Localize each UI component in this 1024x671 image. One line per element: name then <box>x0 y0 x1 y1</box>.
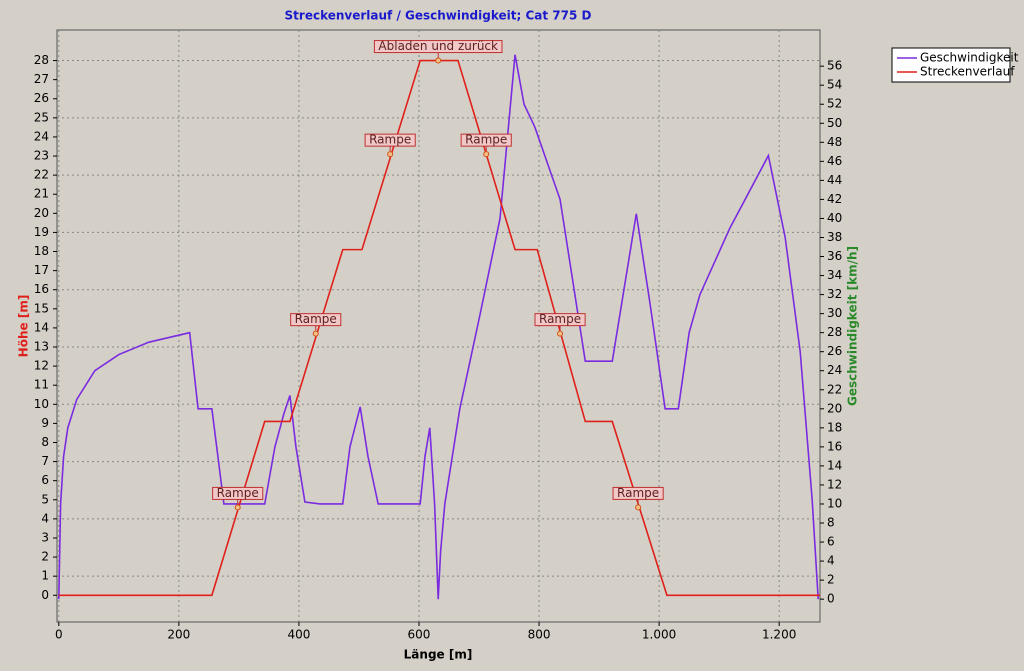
y2-tick-label: 32 <box>827 287 842 301</box>
legend <box>891 47 1011 83</box>
y2-tick-label: 18 <box>827 420 842 434</box>
y2-tick-label: 38 <box>827 230 842 244</box>
annotation-label: Rampe <box>369 133 411 147</box>
y-tick-label: 28 <box>34 53 49 67</box>
x-tick-label: 0 <box>55 628 63 642</box>
y2-tick-label: 22 <box>827 382 842 396</box>
y2-tick-label: 14 <box>827 458 842 472</box>
chart-title: Streckenverlauf / Geschwindigkeit; Cat 7… <box>285 9 592 23</box>
y2-tick-label: 24 <box>827 363 842 377</box>
annotation-marker <box>312 330 319 337</box>
annotation-box <box>364 133 416 147</box>
y-tick-label: 23 <box>34 149 49 163</box>
y2-tick-label: 30 <box>827 306 842 320</box>
y2-tick-label: 34 <box>827 268 842 282</box>
y-tick-label: 22 <box>34 168 49 182</box>
y-tick-label: 10 <box>34 397 49 411</box>
x-tick-label: 200 <box>167 628 190 642</box>
y2-tick-label: 2 <box>827 573 835 587</box>
y2-tick-label: 36 <box>827 249 842 263</box>
y2-tick-label: 20 <box>827 401 842 415</box>
annotation-box <box>212 486 264 500</box>
y-tick-label: 15 <box>34 301 49 315</box>
y2-tick-label: 50 <box>827 116 842 130</box>
annotation-box <box>534 313 586 327</box>
y-tick-label: 7 <box>41 454 49 468</box>
annotation-marker <box>483 151 490 158</box>
annotation-box <box>612 486 664 500</box>
y2-axis-label: Geschwindigkeit [km/h] <box>846 246 860 406</box>
y-tick-label: 9 <box>41 416 49 430</box>
y-tick-label: 24 <box>34 129 49 143</box>
annotation-marker <box>435 57 442 64</box>
legend-label: Streckenverlauf <box>920 65 1015 79</box>
plot-area <box>56 29 821 623</box>
y-tick-label: 8 <box>41 435 49 449</box>
y2-tick-label: 6 <box>827 535 835 549</box>
y2-tick-label: 44 <box>827 173 842 187</box>
y-tick-label: 0 <box>41 588 49 602</box>
y2-tick-label: 46 <box>827 154 842 168</box>
y2-tick-label: 56 <box>827 59 842 73</box>
y-tick-label: 13 <box>34 340 49 354</box>
x-tick-label: 800 <box>528 628 551 642</box>
annotation-box <box>290 313 342 327</box>
annotation-marker <box>635 504 642 511</box>
y-tick-label: 25 <box>34 110 49 124</box>
y2-tick-label: 48 <box>827 135 842 149</box>
y2-tick-label: 52 <box>827 97 842 111</box>
annotation-marker <box>387 151 394 158</box>
annotation-box <box>460 133 512 147</box>
y-tick-label: 14 <box>34 320 49 334</box>
x-tick-label: 400 <box>287 628 310 642</box>
y-tick-label: 12 <box>34 359 49 373</box>
y2-tick-label: 4 <box>827 554 835 568</box>
y-tick-label: 4 <box>41 511 49 525</box>
y2-tick-label: 16 <box>827 439 842 453</box>
annotation-marker <box>234 504 241 511</box>
annotation-label: Rampe <box>217 486 259 500</box>
y-tick-label: 16 <box>34 282 49 296</box>
annotation-label: Rampe <box>465 133 507 147</box>
y-tick-label: 2 <box>41 550 49 564</box>
y-tick-label: 5 <box>41 492 49 506</box>
annotation-label: Rampe <box>617 486 659 500</box>
y-tick-label: 3 <box>41 530 49 544</box>
x-axis-label: Länge [m] <box>404 648 473 662</box>
y2-tick-label: 28 <box>827 325 842 339</box>
annotation-label: Rampe <box>295 312 337 326</box>
y-tick-label: 6 <box>41 473 49 487</box>
y-tick-label: 27 <box>34 72 49 86</box>
y2-tick-label: 26 <box>827 344 842 358</box>
y-tick-label: 21 <box>34 187 49 201</box>
x-tick-label: 600 <box>408 628 431 642</box>
y-tick-label: 19 <box>34 225 49 239</box>
annotation-label: Rampe <box>539 312 581 326</box>
y2-tick-label: 8 <box>827 516 835 530</box>
line-series <box>58 54 819 600</box>
y-tick-label: 11 <box>34 378 49 392</box>
y-tick-label: 1 <box>41 569 49 583</box>
y2-tick-label: 42 <box>827 192 842 206</box>
y2-tick-label: 10 <box>827 496 842 510</box>
legend-label: Geschwindigkeit <box>920 51 1019 65</box>
annotation-box <box>373 40 503 54</box>
y2-tick-label: 40 <box>827 211 842 225</box>
annotation-marker <box>557 330 564 337</box>
y-tick-label: 18 <box>34 244 49 258</box>
y-tick-label: 20 <box>34 206 49 220</box>
annotation-label: Abladen und zurück <box>378 39 498 53</box>
y2-tick-label: 54 <box>827 78 842 92</box>
y2-tick-label: 0 <box>827 592 835 606</box>
y-axis-label: Höhe [m] <box>17 295 31 358</box>
y-tick-label: 17 <box>34 263 49 277</box>
x-tick-label: 1.000 <box>642 628 676 642</box>
y-tick-label: 26 <box>34 91 49 105</box>
y2-tick-label: 12 <box>827 477 842 491</box>
x-tick-label: 1.200 <box>762 628 796 642</box>
